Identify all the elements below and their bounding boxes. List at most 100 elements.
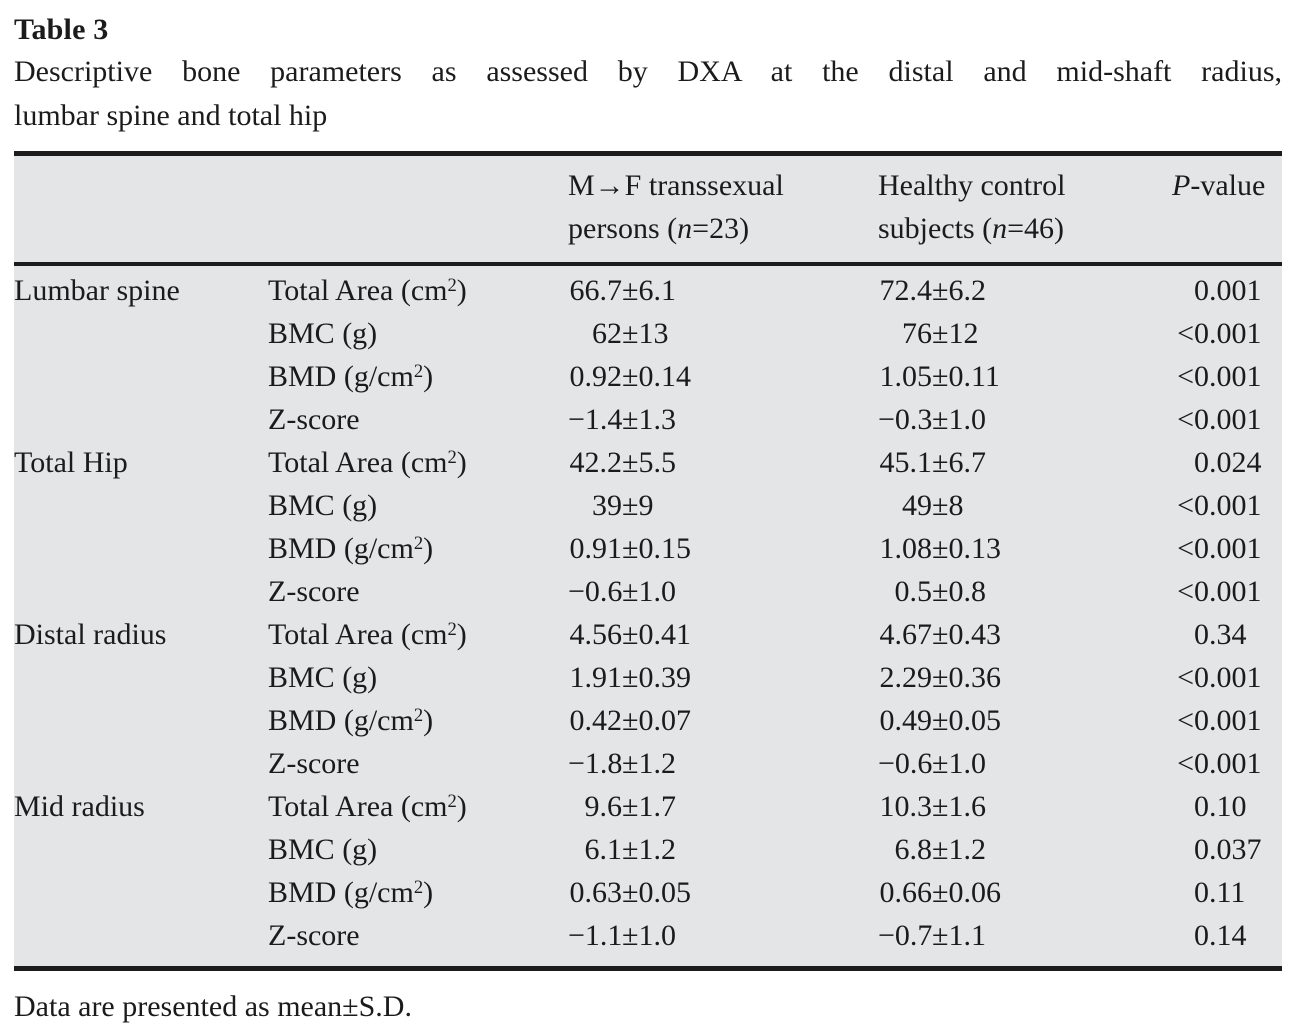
parameter-cell: Total Area (cm2) bbox=[268, 618, 467, 651]
value-cell-mtf: 6.1±1.2 bbox=[584, 833, 676, 866]
value-cell-control: 10.3±1.6 bbox=[879, 790, 986, 823]
value-cell-control: 6.8±1.2 bbox=[894, 833, 986, 866]
parameter-cell: BMD (g/cm2) bbox=[268, 360, 434, 393]
parameter-cell: Z-score bbox=[268, 747, 360, 780]
value-cell-mtf: −1.4±1.3 bbox=[568, 403, 676, 436]
table-row: BMD (g/cm2) 0.63±0.05 0.66±0.06 0.11 bbox=[14, 871, 1282, 914]
table-row: Z-score −1.4±1.3 −0.3±1.0 <0.001 bbox=[14, 398, 1282, 441]
table-row: Lumbar spine Total Area (cm2) 66.7±6.1 7… bbox=[14, 269, 1282, 312]
value-cell-mtf: −1.8±1.2 bbox=[568, 747, 676, 780]
p-value-cell: <0.001 bbox=[1177, 317, 1262, 350]
group-cell bbox=[14, 570, 268, 613]
table-row: Z-score −0.6±1.0 0.5±0.8 <0.001 bbox=[14, 570, 1282, 613]
header-pvalue-cell: P-value bbox=[1172, 169, 1266, 202]
table-row: BMC (g) 1.91±0.39 2.29±0.36 <0.001 bbox=[14, 656, 1282, 699]
header-control-cell: Healthy control subjects (n=46) bbox=[878, 169, 1066, 245]
p-value-cell: 0.34 bbox=[1194, 618, 1247, 651]
value-cell-control: −0.3±1.0 bbox=[878, 403, 986, 436]
header-parameter-cell bbox=[268, 164, 568, 250]
value-cell-mtf: −0.6±1.0 bbox=[568, 575, 676, 608]
p-value-cell: <0.001 bbox=[1177, 661, 1262, 694]
parameter-cell: BMD (g/cm2) bbox=[268, 876, 434, 909]
parameter-cell: Total Area (cm2) bbox=[268, 790, 467, 823]
p-value-cell: <0.001 bbox=[1177, 360, 1262, 393]
parameter-cell: Z-score bbox=[268, 919, 360, 952]
header-mtf-line1: M→F transsexual bbox=[568, 169, 784, 202]
value-cell-control: 2.29±0.36 bbox=[879, 661, 1001, 694]
header-group-cell bbox=[14, 164, 268, 250]
value-cell-control: 1.08±0.13 bbox=[879, 532, 1001, 565]
group-cell bbox=[14, 312, 268, 355]
table-caption: Descriptive bone parameters as assessed … bbox=[14, 50, 1282, 138]
parameter-cell: BMD (g/cm2) bbox=[268, 532, 434, 565]
value-cell-control: 45.1±6.7 bbox=[879, 446, 986, 479]
p-value-cell: 0.024 bbox=[1194, 446, 1262, 479]
value-cell-control: 49±8 bbox=[902, 489, 964, 522]
n-symbol: n bbox=[992, 212, 1008, 245]
table-row: BMD (g/cm2) 0.92±0.14 1.05±0.11 <0.001 bbox=[14, 355, 1282, 398]
table-caption-line1: Descriptive bone parameters as assessed … bbox=[14, 55, 1282, 88]
group-cell bbox=[14, 484, 268, 527]
value-cell-mtf: 0.42±0.07 bbox=[569, 704, 691, 737]
parameter-cell: BMC (g) bbox=[268, 489, 378, 522]
group-cell: Lumbar spine bbox=[14, 274, 180, 307]
value-cell-control: 0.5±0.8 bbox=[894, 575, 986, 608]
value-cell-control: 0.66±0.06 bbox=[879, 876, 1001, 909]
table-body: Lumbar spine Total Area (cm2) 66.7±6.1 7… bbox=[14, 266, 1282, 966]
value-cell-mtf: 1.91±0.39 bbox=[569, 661, 691, 694]
p-value-cell: 0.14 bbox=[1194, 919, 1247, 952]
table-row: Z-score −1.1±1.0 −0.7±1.1 0.14 bbox=[14, 914, 1282, 957]
table-row: Distal radius Total Area (cm2) 4.56±0.41… bbox=[14, 613, 1282, 656]
value-cell-mtf: 0.63±0.05 bbox=[569, 876, 691, 909]
group-cell bbox=[14, 398, 268, 441]
p-value-cell: 0.10 bbox=[1194, 790, 1247, 823]
p-symbol: P bbox=[1172, 169, 1191, 202]
parameter-cell: Total Area (cm2) bbox=[268, 446, 467, 479]
value-cell-control: 1.05±0.11 bbox=[879, 360, 1000, 393]
value-cell-mtf: 9.6±1.7 bbox=[584, 790, 676, 823]
value-cell-mtf: 4.56±0.41 bbox=[569, 618, 691, 651]
table-row: BMD (g/cm2) 0.91±0.15 1.08±0.13 <0.001 bbox=[14, 527, 1282, 570]
group-cell bbox=[14, 527, 268, 570]
table-header-row: M→F transsexual persons (n=23) Healthy c… bbox=[14, 156, 1282, 266]
parameter-cell: BMC (g) bbox=[268, 661, 378, 694]
group-cell bbox=[14, 742, 268, 785]
value-cell-control: 72.4±6.2 bbox=[879, 274, 986, 307]
group-cell: Mid radius bbox=[14, 790, 145, 823]
n-symbol: n bbox=[677, 212, 693, 245]
header-mtf-cell: M→F transsexual persons (n=23) bbox=[568, 169, 784, 245]
group-cell bbox=[14, 914, 268, 957]
value-cell-control: 4.67±0.43 bbox=[879, 618, 1001, 651]
group-cell bbox=[14, 656, 268, 699]
table-row: Mid radius Total Area (cm2) 9.6±1.7 10.3… bbox=[14, 785, 1282, 828]
table-row: Total Hip Total Area (cm2) 42.2±5.5 45.1… bbox=[14, 441, 1282, 484]
parameter-cell: Z-score bbox=[268, 575, 360, 608]
p-value-cell: 0.11 bbox=[1194, 876, 1246, 909]
value-cell-mtf: 62±13 bbox=[592, 317, 669, 350]
data-table: M→F transsexual persons (n=23) Healthy c… bbox=[14, 151, 1282, 971]
parameter-cell: Total Area (cm2) bbox=[268, 274, 467, 307]
value-cell-control: 76±12 bbox=[902, 317, 979, 350]
value-cell-control: −0.6±1.0 bbox=[878, 747, 986, 780]
group-cell: Distal radius bbox=[14, 618, 167, 651]
header-control-line1: Healthy control bbox=[878, 169, 1066, 202]
p-value-cell: 0.037 bbox=[1194, 833, 1262, 866]
table-row: BMD (g/cm2) 0.42±0.07 0.49±0.05 <0.001 bbox=[14, 699, 1282, 742]
table-footnote: Data are presented as mean±S.D. bbox=[14, 990, 412, 1023]
table-row: BMC (g) 6.1±1.2 6.8±1.2 0.037 bbox=[14, 828, 1282, 871]
parameter-cell: BMD (g/cm2) bbox=[268, 704, 434, 737]
value-cell-mtf: 66.7±6.1 bbox=[569, 274, 676, 307]
p-value-cell: <0.001 bbox=[1177, 704, 1262, 737]
p-value-cell: <0.001 bbox=[1177, 403, 1262, 436]
value-cell-mtf: 0.92±0.14 bbox=[569, 360, 691, 393]
group-cell: Total Hip bbox=[14, 446, 128, 479]
value-cell-mtf: 39±9 bbox=[592, 489, 654, 522]
group-cell bbox=[14, 699, 268, 742]
table-caption-line2: lumbar spine and total hip bbox=[14, 99, 328, 132]
value-cell-control: 0.49±0.05 bbox=[879, 704, 1001, 737]
group-cell bbox=[14, 828, 268, 871]
value-cell-control: −0.7±1.1 bbox=[878, 919, 986, 952]
value-cell-mtf: −1.1±1.0 bbox=[568, 919, 676, 952]
table-row: Z-score −1.8±1.2 −0.6±1.0 <0.001 bbox=[14, 742, 1282, 785]
